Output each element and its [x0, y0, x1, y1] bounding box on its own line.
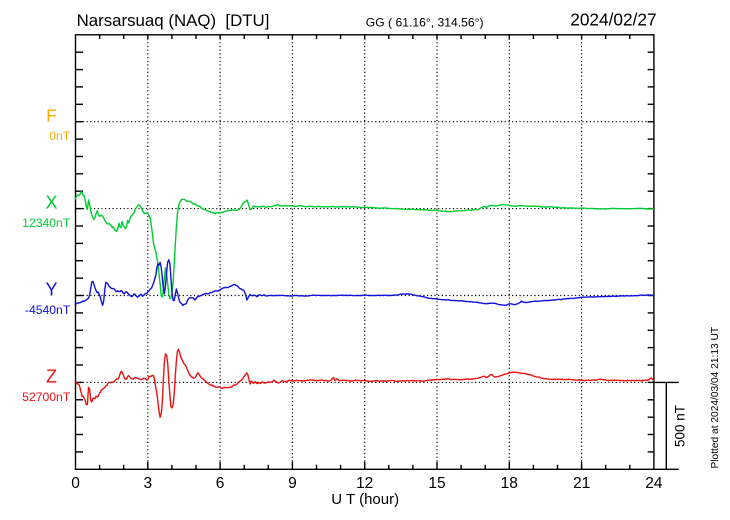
svg-text:U T (hour): U T (hour) [331, 491, 399, 508]
svg-text:3: 3 [143, 475, 152, 492]
svg-text:0: 0 [71, 475, 80, 492]
svg-text:6: 6 [216, 475, 225, 492]
svg-text:15: 15 [428, 475, 445, 492]
svg-text:24: 24 [645, 475, 663, 492]
svg-text:F: F [46, 106, 57, 126]
svg-text:Narsarsuaq (NAQ) [DTU]: Narsarsuaq (NAQ) [DTU] [77, 11, 270, 30]
svg-text:Z: Z [46, 366, 57, 386]
svg-text:9: 9 [288, 475, 297, 492]
svg-text:18: 18 [501, 475, 518, 492]
svg-text:52700nT: 52700nT [22, 390, 71, 404]
svg-text:500 nT: 500 nT [673, 405, 688, 447]
svg-text:21: 21 [573, 475, 590, 492]
svg-text:-4540nT: -4540nT [25, 303, 71, 317]
svg-text:Y: Y [45, 280, 57, 300]
svg-text:12340nT: 12340nT [22, 216, 71, 230]
svg-text:GG ( 61.16°, 314.56°): GG ( 61.16°, 314.56°) [366, 15, 484, 29]
svg-text:0nT: 0nT [49, 129, 71, 143]
svg-text:2024/02/27: 2024/02/27 [570, 9, 656, 29]
svg-text:X: X [45, 193, 57, 213]
svg-text:Plotted at 2024/03/04 21:13 UT: Plotted at 2024/03/04 21:13 UT [710, 327, 721, 469]
svg-text:12: 12 [356, 475, 373, 492]
